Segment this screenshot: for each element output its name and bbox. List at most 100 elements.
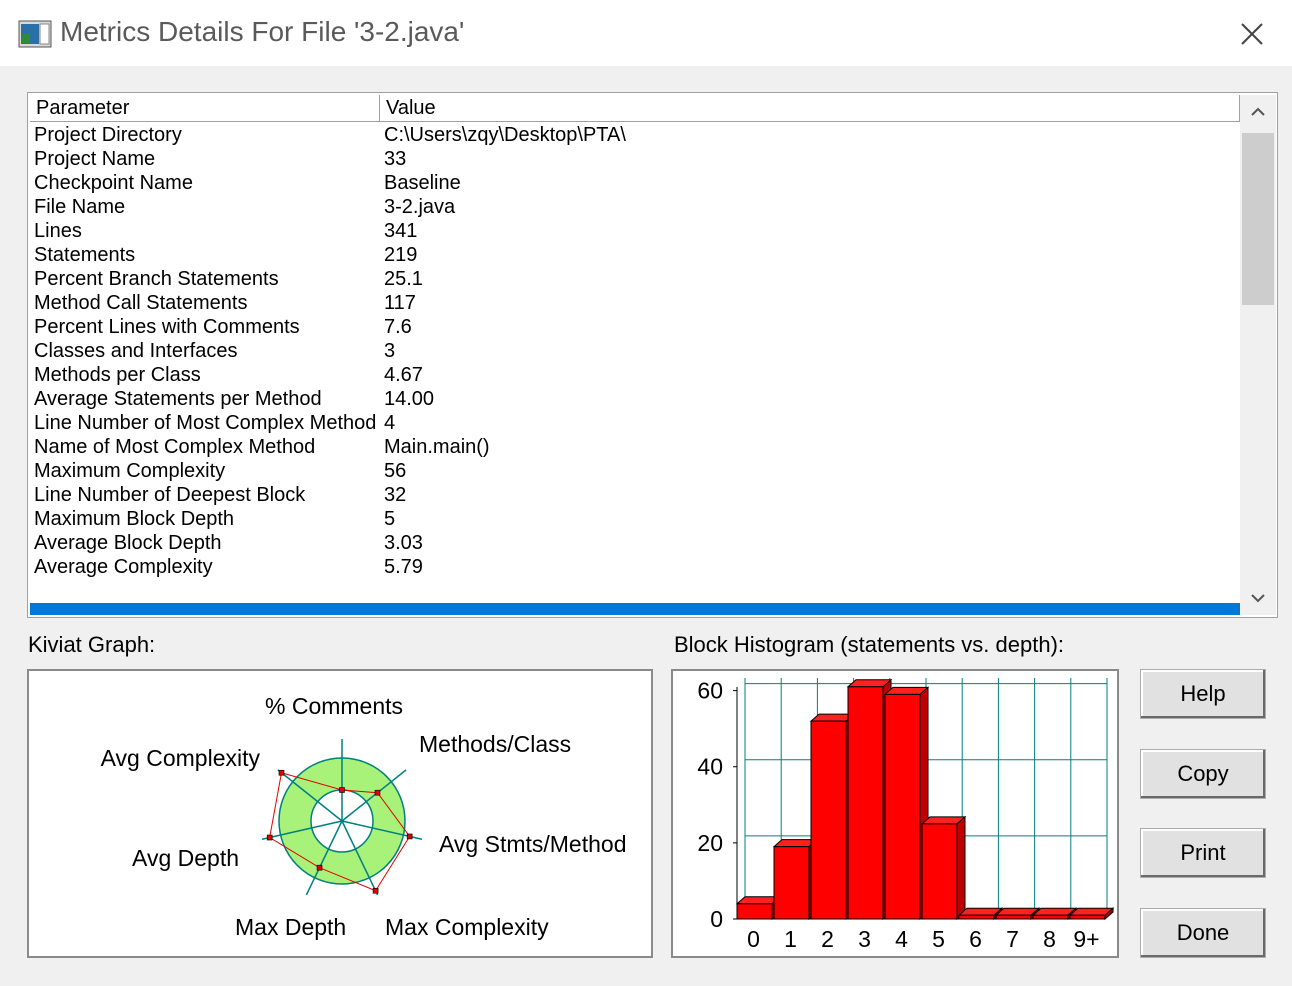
window-title: Metrics Details For File '3-2.java' bbox=[60, 16, 465, 47]
parameter-cell: Line Number of Deepest Block bbox=[34, 484, 306, 506]
kiviat-point bbox=[372, 887, 379, 894]
value-cell: 219 bbox=[384, 244, 418, 266]
parameter-cell: Method Call Statements bbox=[34, 292, 248, 314]
value-cell: 3-2.java bbox=[384, 196, 456, 218]
histogram-x-tick-label: 6 bbox=[969, 926, 982, 952]
table-row[interactable]: Checkpoint Name Baseline bbox=[32, 171, 1232, 195]
value-cell: 25.1 bbox=[384, 268, 423, 290]
table-row[interactable]: Average Block Depth 3.03 bbox=[32, 531, 1232, 555]
histogram-bar-side bbox=[956, 815, 966, 921]
kiviat-axis bbox=[341, 820, 379, 896]
histogram-y-tick-label: 20 bbox=[697, 830, 723, 856]
table-row[interactable]: Project Name 33 bbox=[32, 147, 1232, 171]
histogram-x-tick-label: 0 bbox=[747, 926, 760, 952]
column-header-value[interactable]: Value bbox=[380, 95, 1240, 121]
table-row[interactable]: Statements 219 bbox=[32, 243, 1232, 267]
value-cell: Baseline bbox=[384, 172, 461, 194]
title-bar: Metrics Details For File '3-2.java' bbox=[0, 0, 1292, 66]
kiviat-graph-label: Kiviat Graph: bbox=[28, 632, 156, 657]
histogram-panel: 0 20 40 60 0 1 2 3 4 5 6 7 8 9+ bbox=[671, 669, 1119, 958]
parameter-cell: Project Directory bbox=[34, 124, 182, 146]
value-cell: Main.main() bbox=[384, 436, 490, 458]
scroll-down-icon[interactable] bbox=[1240, 581, 1276, 615]
kiviat-point bbox=[266, 834, 273, 841]
parameter-cell: Methods per Class bbox=[34, 364, 201, 386]
table-row[interactable]: Line Number of Deepest Block 32 bbox=[32, 483, 1232, 507]
selected-row[interactable] bbox=[30, 603, 1240, 615]
print-button[interactable]: Print bbox=[1140, 828, 1266, 878]
parameter-cell: Name of Most Complex Method bbox=[34, 436, 316, 458]
vertical-scrollbar[interactable] bbox=[1240, 95, 1276, 615]
column-header-parameter[interactable]: Parameter bbox=[30, 95, 380, 121]
table-row[interactable]: Lines 341 bbox=[32, 219, 1232, 243]
parameter-cell: Percent Branch Statements bbox=[34, 268, 279, 290]
table-row[interactable]: Classes and Interfaces 3 bbox=[32, 339, 1232, 363]
value-cell: 5 bbox=[384, 508, 396, 530]
kiviat-point bbox=[406, 833, 413, 840]
histogram-bar bbox=[1069, 914, 1106, 920]
histogram-bar bbox=[958, 914, 995, 920]
table-row[interactable]: File Name 3-2.java bbox=[32, 195, 1232, 219]
parameter-cell: Average Block Depth bbox=[34, 532, 222, 554]
kiviat-axis-label: % Comments bbox=[265, 693, 403, 719]
kiviat-axis-label: Max Complexity bbox=[385, 914, 549, 940]
close-icon[interactable] bbox=[1226, 12, 1276, 56]
kiviat-axis bbox=[277, 769, 343, 822]
value-cell: 14.00 bbox=[384, 388, 435, 410]
table-row[interactable]: Average Complexity 5.79 bbox=[32, 555, 1232, 579]
table-row[interactable]: Maximum Complexity 56 bbox=[32, 459, 1232, 483]
histogram-y-tick-label: 0 bbox=[710, 906, 723, 932]
done-button[interactable]: Done bbox=[1140, 908, 1266, 958]
kiviat-graph: % Comments Methods/Class Avg Stmts/Method M… bbox=[101, 693, 627, 940]
table-row[interactable]: Percent Branch Statements 25.1 bbox=[32, 267, 1232, 291]
table-row[interactable]: Percent Lines with Comments 7.6 bbox=[32, 315, 1232, 339]
histogram-x-tick-label: 4 bbox=[895, 926, 908, 952]
table-row[interactable]: Name of Most Complex Method Main.main() bbox=[32, 435, 1232, 459]
histogram-x-tick-label: 9+ bbox=[1073, 926, 1099, 952]
kiviat-axis bbox=[305, 820, 343, 896]
table-header: Parameter Value bbox=[30, 95, 1240, 122]
value-cell: 5.79 bbox=[384, 556, 423, 578]
parameter-cell: Average Statements per Method bbox=[34, 388, 322, 410]
table-row[interactable]: Maximum Block Depth 5 bbox=[32, 507, 1232, 531]
parameter-cell: Classes and Interfaces bbox=[34, 340, 238, 362]
histogram-bar bbox=[736, 903, 773, 920]
value-cell: 117 bbox=[384, 292, 416, 314]
copy-button[interactable]: Copy bbox=[1140, 749, 1266, 799]
parameter-cell: Percent Lines with Comments bbox=[34, 316, 300, 338]
value-cell: 56 bbox=[384, 460, 407, 482]
table-row[interactable]: Project Directory C:\Users\zqy\Desktop\PT… bbox=[32, 123, 1232, 147]
histogram-x-tick-label: 8 bbox=[1043, 926, 1056, 952]
kiviat-axis-label: Avg Stmts/Method bbox=[439, 831, 627, 857]
table-row[interactable]: Line Number of Most Complex Method 4 bbox=[32, 411, 1232, 435]
kiviat-point bbox=[278, 769, 285, 776]
kiviat-point bbox=[316, 864, 323, 871]
value-cell: 7.6 bbox=[384, 316, 412, 338]
value-cell: C:\Users\zqy\Desktop\PTA\ bbox=[384, 124, 626, 146]
kiviat-graph-panel: % Comments Methods/Class Avg Stmts/Method M… bbox=[27, 669, 653, 958]
value-cell: 341 bbox=[384, 220, 418, 242]
kiviat-polygon bbox=[269, 772, 411, 892]
value-cell: 4.67 bbox=[384, 364, 423, 386]
scrollbar-thumb[interactable] bbox=[1242, 133, 1274, 305]
help-button[interactable]: Help bbox=[1140, 669, 1266, 719]
parameter-cell: Maximum Complexity bbox=[34, 460, 226, 482]
table-row[interactable]: Average Statements per Method 14.00 bbox=[32, 387, 1232, 411]
value-cell: 32 bbox=[384, 484, 407, 506]
histogram-y-tick-label: 60 bbox=[697, 678, 723, 704]
kiviat-axis-label: Methods/Class bbox=[419, 731, 571, 757]
histogram-bar bbox=[773, 846, 810, 920]
histogram-x-tick-label: 1 bbox=[784, 926, 797, 952]
kiviat-point bbox=[374, 789, 381, 796]
parameter-cell: Line Number of Most Complex Method bbox=[34, 412, 377, 434]
parameter-cell: Maximum Block Depth bbox=[34, 508, 235, 530]
app-icon bbox=[18, 20, 52, 48]
histogram-x-tick-label: 7 bbox=[1006, 926, 1019, 952]
histogram-label: Block Histogram (statements vs. depth): bbox=[674, 632, 1065, 657]
scroll-up-icon[interactable] bbox=[1240, 95, 1276, 129]
table-row[interactable]: Methods per Class 4.67 bbox=[32, 363, 1232, 387]
histogram-x-tick-label: 3 bbox=[858, 926, 871, 952]
parameter-cell: File Name bbox=[34, 196, 126, 218]
table-row[interactable]: Method Call Statements 117 bbox=[32, 291, 1232, 315]
parameter-cell: Average Complexity bbox=[34, 556, 213, 578]
